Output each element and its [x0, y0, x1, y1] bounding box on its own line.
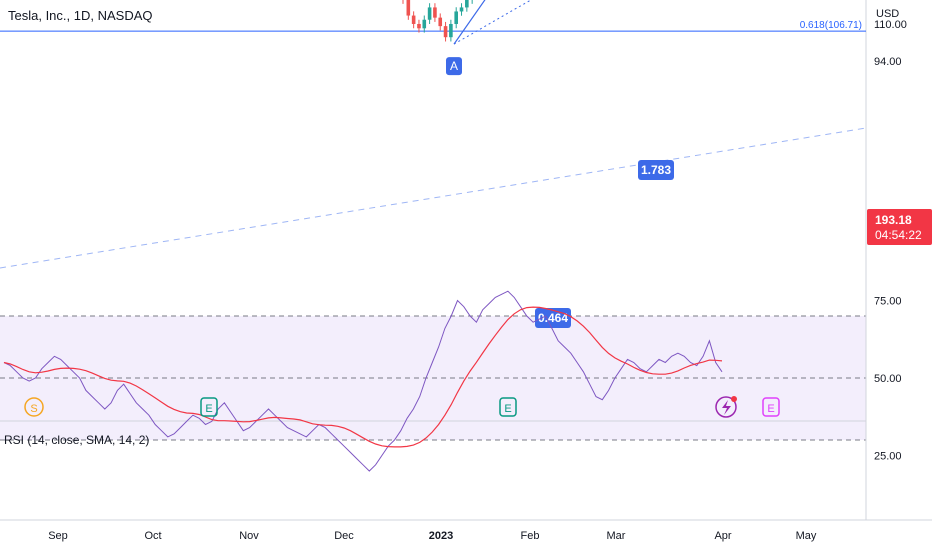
trend-extension: [0, 127, 867, 269]
candle-body: [422, 19, 427, 29]
event-label: E: [767, 403, 774, 415]
time-tick: Mar: [607, 530, 626, 542]
candle-body: [443, 26, 448, 38]
event-label: S: [30, 403, 37, 415]
rsi-band: [0, 0, 932, 521]
ratio-label: 1.783: [641, 163, 671, 177]
candle-body: [465, 0, 469, 8]
chart-title: Tesla, Inc., 1D, NASDAQ: [8, 8, 153, 23]
candle-body: [438, 17, 443, 27]
event-dividend-marker: [24, 397, 44, 417]
time-tick: Nov: [239, 530, 259, 542]
rsi-tick: 50.00: [874, 373, 902, 385]
time-tick: Sep: [48, 530, 68, 542]
bar-countdown: 04:54:22: [875, 228, 922, 242]
candle-body: [433, 7, 437, 18]
price-tick: 94.00: [874, 56, 902, 68]
rsi-indicator-label[interactable]: RSI (14, close, SMA, 14, 2): [4, 433, 150, 447]
last-price: 193.18: [875, 213, 912, 227]
time-tick: Dec: [334, 530, 354, 542]
event-label: E: [205, 403, 212, 415]
price-tick: 110.00: [874, 19, 907, 31]
pattern-point-label: A: [450, 59, 458, 73]
candle-body: [406, 0, 411, 16]
time-tick: 2023: [429, 530, 453, 542]
ratio-label: 0.464: [538, 311, 568, 325]
lightning-icon: [715, 396, 737, 418]
time-tick: Apr: [714, 530, 731, 542]
rsi-series: [3, 290, 723, 472]
lightning-bolt-icon: [722, 400, 731, 415]
candle-body: [417, 23, 421, 29]
event-label: E: [504, 403, 511, 415]
time-tick: Feb: [521, 530, 540, 542]
price-axis[interactable]: 360.00310.00270.00230.00160.00130.00110.…: [874, 0, 908, 463]
rsi-tick: 75.00: [874, 296, 902, 308]
fib-levels: 1(413.91)0.786(193.69)0.618(106.71): [0, 20, 866, 32]
candle-body: [459, 7, 464, 12]
candle-body: [427, 7, 432, 20]
currency-label: USD: [876, 8, 900, 20]
alert-dot-icon: [731, 396, 737, 402]
rsi-tick: 25.00: [874, 451, 902, 463]
candles: [402, 0, 473, 42]
candle-body: [411, 15, 416, 24]
event-earnings-marker: [762, 397, 780, 417]
rsi-line: [3, 290, 723, 472]
ratio-badge: [638, 160, 674, 180]
time-axis[interactable]: Sep Oct Nov Dec 2023 Feb Mar Apr May: [48, 530, 817, 542]
time-tick: Oct: [144, 530, 161, 542]
event-earnings-marker: [499, 397, 517, 417]
rsi-ma-line: [3, 306, 723, 448]
pattern-leg: [453, 0, 486, 45]
time-tick: May: [796, 530, 817, 542]
pattern-point-badge: [446, 57, 462, 76]
last-price-tag: 193.18 04:54:22: [867, 209, 932, 245]
candle-body: [449, 23, 453, 38]
candle-body: [454, 11, 458, 24]
event-earnings-marker: [200, 397, 218, 417]
fib-label: 0.618(106.71): [800, 20, 862, 31]
